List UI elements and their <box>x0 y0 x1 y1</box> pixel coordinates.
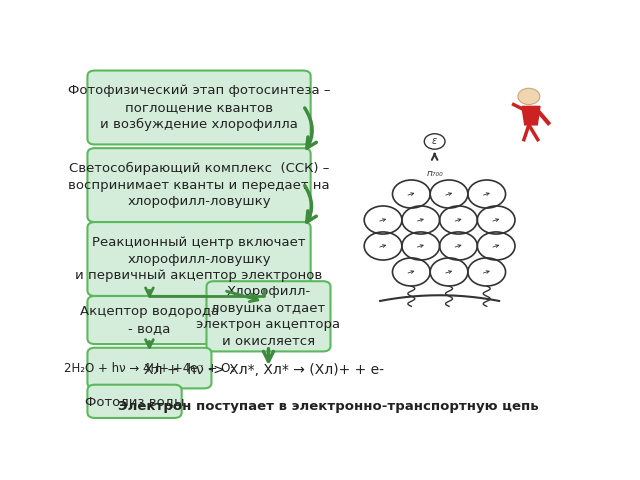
FancyBboxPatch shape <box>88 71 310 144</box>
Text: ε: ε <box>432 136 437 146</box>
Text: Реакционный центр включает
хлорофилл-ловушку
и первичный акцептор электронов: Реакционный центр включает хлорофилл-лов… <box>76 236 323 282</box>
FancyBboxPatch shape <box>88 222 310 296</box>
FancyBboxPatch shape <box>88 296 211 344</box>
Text: Фотофизический этап фотосинтеза –
поглощение квантов
и возбуждение хлорофилла: Фотофизический этап фотосинтеза – поглощ… <box>68 84 330 131</box>
FancyBboxPatch shape <box>88 384 182 418</box>
Polygon shape <box>522 107 540 125</box>
Text: Хлорофилл-
ловушка отдает
электрон акцептора
и окисляется: Хлорофилл- ловушка отдает электрон акцеп… <box>196 285 340 348</box>
FancyBboxPatch shape <box>88 348 211 388</box>
FancyBboxPatch shape <box>88 148 310 222</box>
Text: 2H₂O + hν → 4H+ +4e⁻ + O₂: 2H₂O + hν → 4H+ +4e⁻ + O₂ <box>64 361 235 374</box>
Text: Фотолиз воды: Фотолиз воды <box>85 395 184 408</box>
Text: Акцептор водорода
- вода: Акцептор водорода - вода <box>80 305 219 335</box>
Circle shape <box>518 88 540 105</box>
Text: п₇₀₀: п₇₀₀ <box>426 169 443 178</box>
Text: Светособирающий комплекс  (ССК) –
воспринимает кванты и передает на
хлорофилл-ло: Светособирающий комплекс (ССК) – восприн… <box>68 162 330 208</box>
Text: Хл +  hν -> Хл*, Хл* → (Хл)+ + e-: Хл + hν -> Хл*, Хл* → (Хл)+ + e- <box>143 363 383 377</box>
FancyBboxPatch shape <box>207 281 330 351</box>
Text: Электрон поступает в электронно-транспортную цепь: Электрон поступает в электронно-транспор… <box>118 400 538 413</box>
